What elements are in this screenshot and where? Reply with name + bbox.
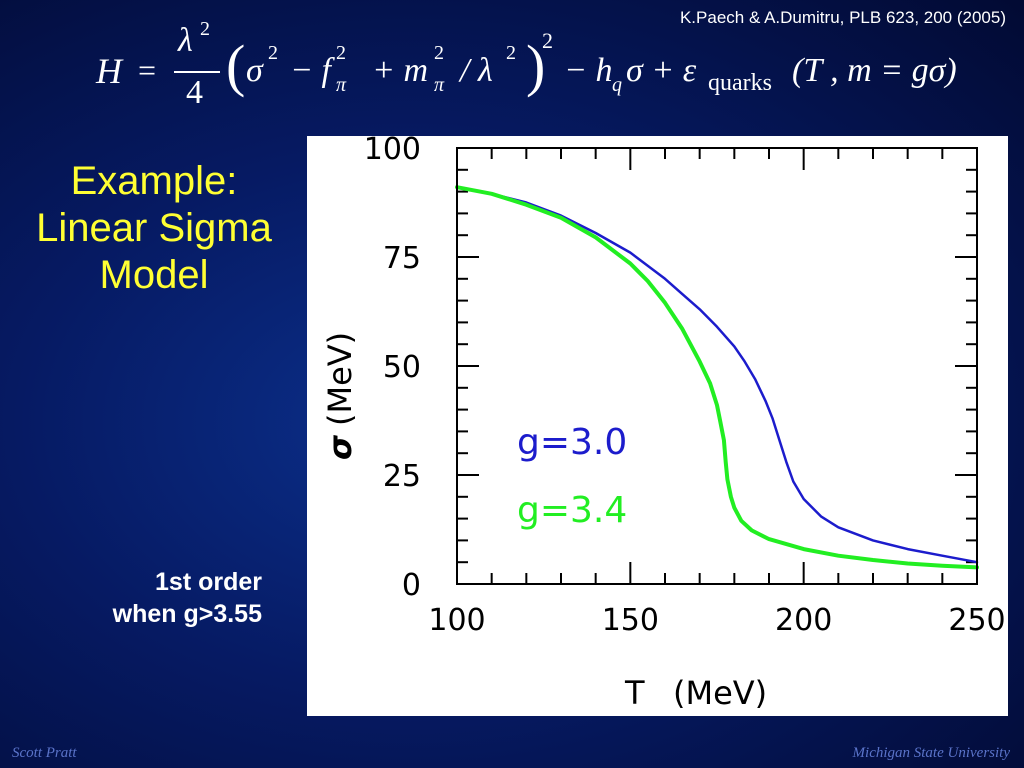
x-tick-label: 150 (602, 603, 659, 638)
formula-H: H (96, 51, 122, 91)
hamiltonian-formula: H = λ 2 4 ( σ 2 − f 2 π + m 2 π / λ 2 ) … (96, 18, 996, 122)
formula-slash-lambda: / λ (460, 52, 493, 89)
legend-label-g34: g=3.4 (517, 490, 627, 531)
first-order-note: 1st order when g>3.55 (113, 566, 262, 630)
note-line-1: 1st order (155, 568, 262, 596)
formula-sigma: σ (246, 52, 263, 89)
formula-sigma-exp: 2 (268, 42, 278, 64)
formula-f: − f (290, 52, 331, 89)
formula-f-sub: π (336, 74, 347, 96)
formula-lambda-exp: 2 (200, 18, 210, 40)
formula-quarks: quarks (708, 70, 772, 96)
formula-args: (T , m = gσ) (792, 52, 957, 89)
x-tick-label: 200 (775, 603, 832, 638)
x-axis-unit: (MeV) (673, 674, 767, 712)
x-tick-label: 100 (428, 603, 485, 638)
formula-close-paren: ) (526, 33, 546, 98)
y-axis-label: σ (321, 435, 359, 460)
series-line-g30 (455, 185, 979, 564)
formula-open-paren: ( (226, 33, 246, 98)
footer-institution: Michigan State University (852, 745, 1010, 761)
legend-label-g30: g=3.0 (517, 422, 627, 463)
y-tick-label: 50 (383, 350, 421, 385)
formula-four: 4 (186, 74, 203, 111)
y-tick-label: 100 (364, 136, 421, 167)
formula-equals: = (138, 52, 157, 88)
title-line-1: Example: (70, 159, 238, 203)
formula-paren-exp: 2 (542, 28, 553, 53)
formula-m-sub: π (434, 74, 445, 96)
y-tick-label: 75 (383, 241, 421, 276)
plot-frame (456, 147, 978, 585)
formula-h-sub: q (612, 74, 622, 96)
series-line-g34 (455, 185, 979, 570)
formula-fraction-bar (174, 71, 220, 73)
tick-labels: 100 150 200 250 0 25 50 75 100 (364, 136, 1006, 638)
formula-lambda: λ (178, 22, 193, 59)
x-tick-label: 250 (948, 603, 1005, 638)
y-axis-unit: (MeV) (321, 332, 359, 426)
formula-m: + m (372, 52, 428, 89)
sigma-vs-temperature-chart: 100 150 200 250 0 25 50 75 100 g=3.0 g=3.4 T (Me… (307, 136, 1008, 716)
slide-title: Example: Linear Sigma Model (0, 158, 308, 299)
title-line-3: Model (99, 253, 209, 297)
y-tick-label: 25 (383, 459, 421, 494)
y-tick-label: 0 (402, 568, 421, 603)
formula-m-exp: 2 (434, 42, 444, 64)
formula-f-exp: 2 (336, 42, 346, 64)
chart-svg: 100 150 200 250 0 25 50 75 100 g=3.0 g=3.4 T (Me… (321, 136, 1006, 712)
title-line-2: Linear Sigma (36, 206, 272, 250)
note-line-2: when g>3.55 (112, 600, 262, 628)
footer-author: Scott Pratt (12, 745, 77, 761)
formula-sigma-eps: σ + ε (626, 52, 697, 89)
formula-h: − h (564, 52, 613, 89)
citation: K.Paech & A.Dumitru, PLB 623, 200 (2005) (679, 8, 1006, 27)
chart-series (455, 185, 979, 570)
formula-lambda2-exp: 2 (506, 42, 516, 64)
y-axis-label-group: σ (MeV) (321, 332, 359, 460)
x-axis-label: T (624, 674, 645, 712)
